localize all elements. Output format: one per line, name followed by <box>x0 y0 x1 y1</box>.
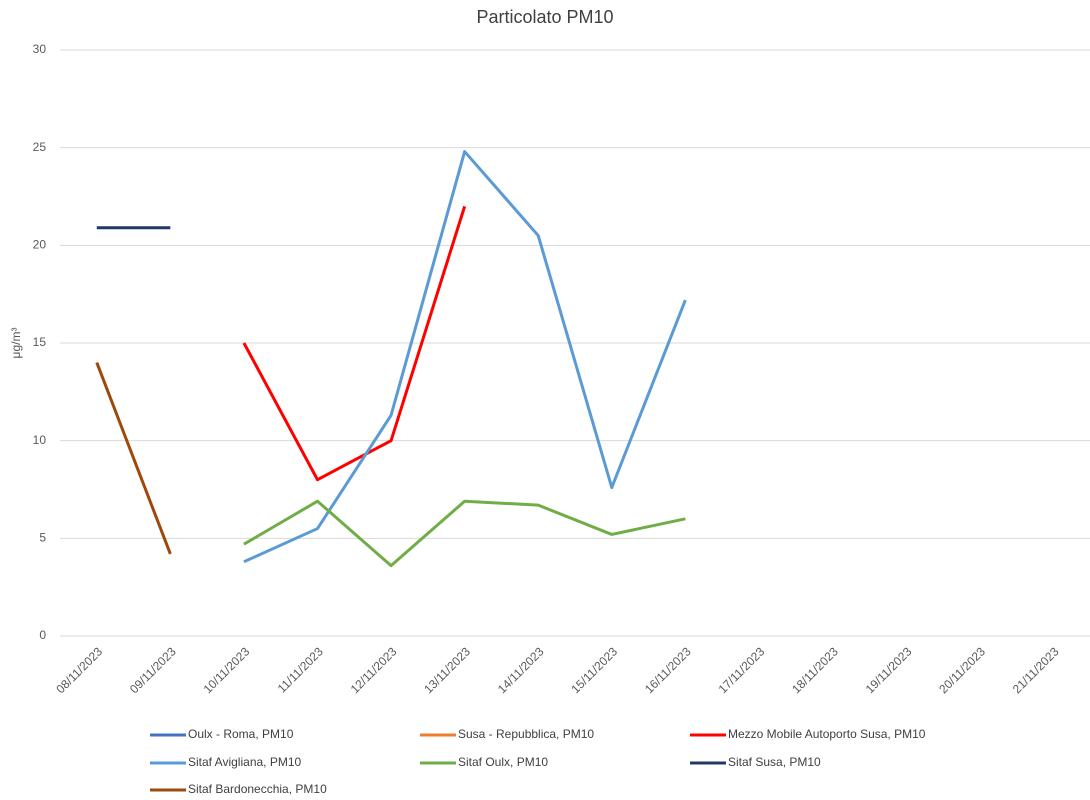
legend-label: Sitaf Susa, PM10 <box>728 755 821 769</box>
y-axis-label: μg/m³ <box>9 328 23 359</box>
x-tick-label: 09/11/2023 <box>127 644 179 696</box>
y-tick-label: 15 <box>33 335 47 349</box>
y-tick-label: 20 <box>33 238 47 252</box>
x-tick-label: 10/11/2023 <box>201 644 253 696</box>
x-tick-label: 20/11/2023 <box>936 644 988 696</box>
data-line <box>95 361 172 555</box>
x-tick-label: 08/11/2023 <box>53 644 105 696</box>
chart-title: Particolato PM10 <box>476 7 613 27</box>
legend-label: Sitaf Avigliana, PM10 <box>188 755 302 769</box>
x-tick-label: 16/11/2023 <box>642 644 694 696</box>
legend-label: Mezzo Mobile Autoporto Susa, PM10 <box>728 727 926 741</box>
y-tick-label: 30 <box>33 42 47 56</box>
legend-label: Sitaf Bardonecchia, PM10 <box>188 782 327 796</box>
x-tick-label: 21/11/2023 <box>1010 644 1062 696</box>
data-line <box>243 499 686 568</box>
x-tick-label: 11/11/2023 <box>275 644 326 695</box>
y-tick-label: 25 <box>33 140 47 154</box>
y-tick-label: 0 <box>39 628 46 642</box>
x-tick-label: 17/11/2023 <box>716 644 768 696</box>
legend-label: Oulx - Roma, PM10 <box>188 727 294 741</box>
x-tick-label: 19/11/2023 <box>863 644 915 696</box>
x-tick-label: 13/11/2023 <box>421 644 473 696</box>
data-line <box>242 205 467 482</box>
x-tick-label: 14/11/2023 <box>495 644 547 696</box>
legend-label: Sitaf Oulx, PM10 <box>458 755 548 769</box>
x-tick-label: 15/11/2023 <box>568 644 620 696</box>
legend-label: Susa - Repubblica, PM10 <box>458 727 594 741</box>
data-line <box>243 150 687 564</box>
x-tick-label: 12/11/2023 <box>348 644 400 696</box>
x-tick-label: 18/11/2023 <box>789 644 841 696</box>
y-tick-label: 5 <box>39 531 46 545</box>
y-tick-label: 10 <box>33 433 47 447</box>
